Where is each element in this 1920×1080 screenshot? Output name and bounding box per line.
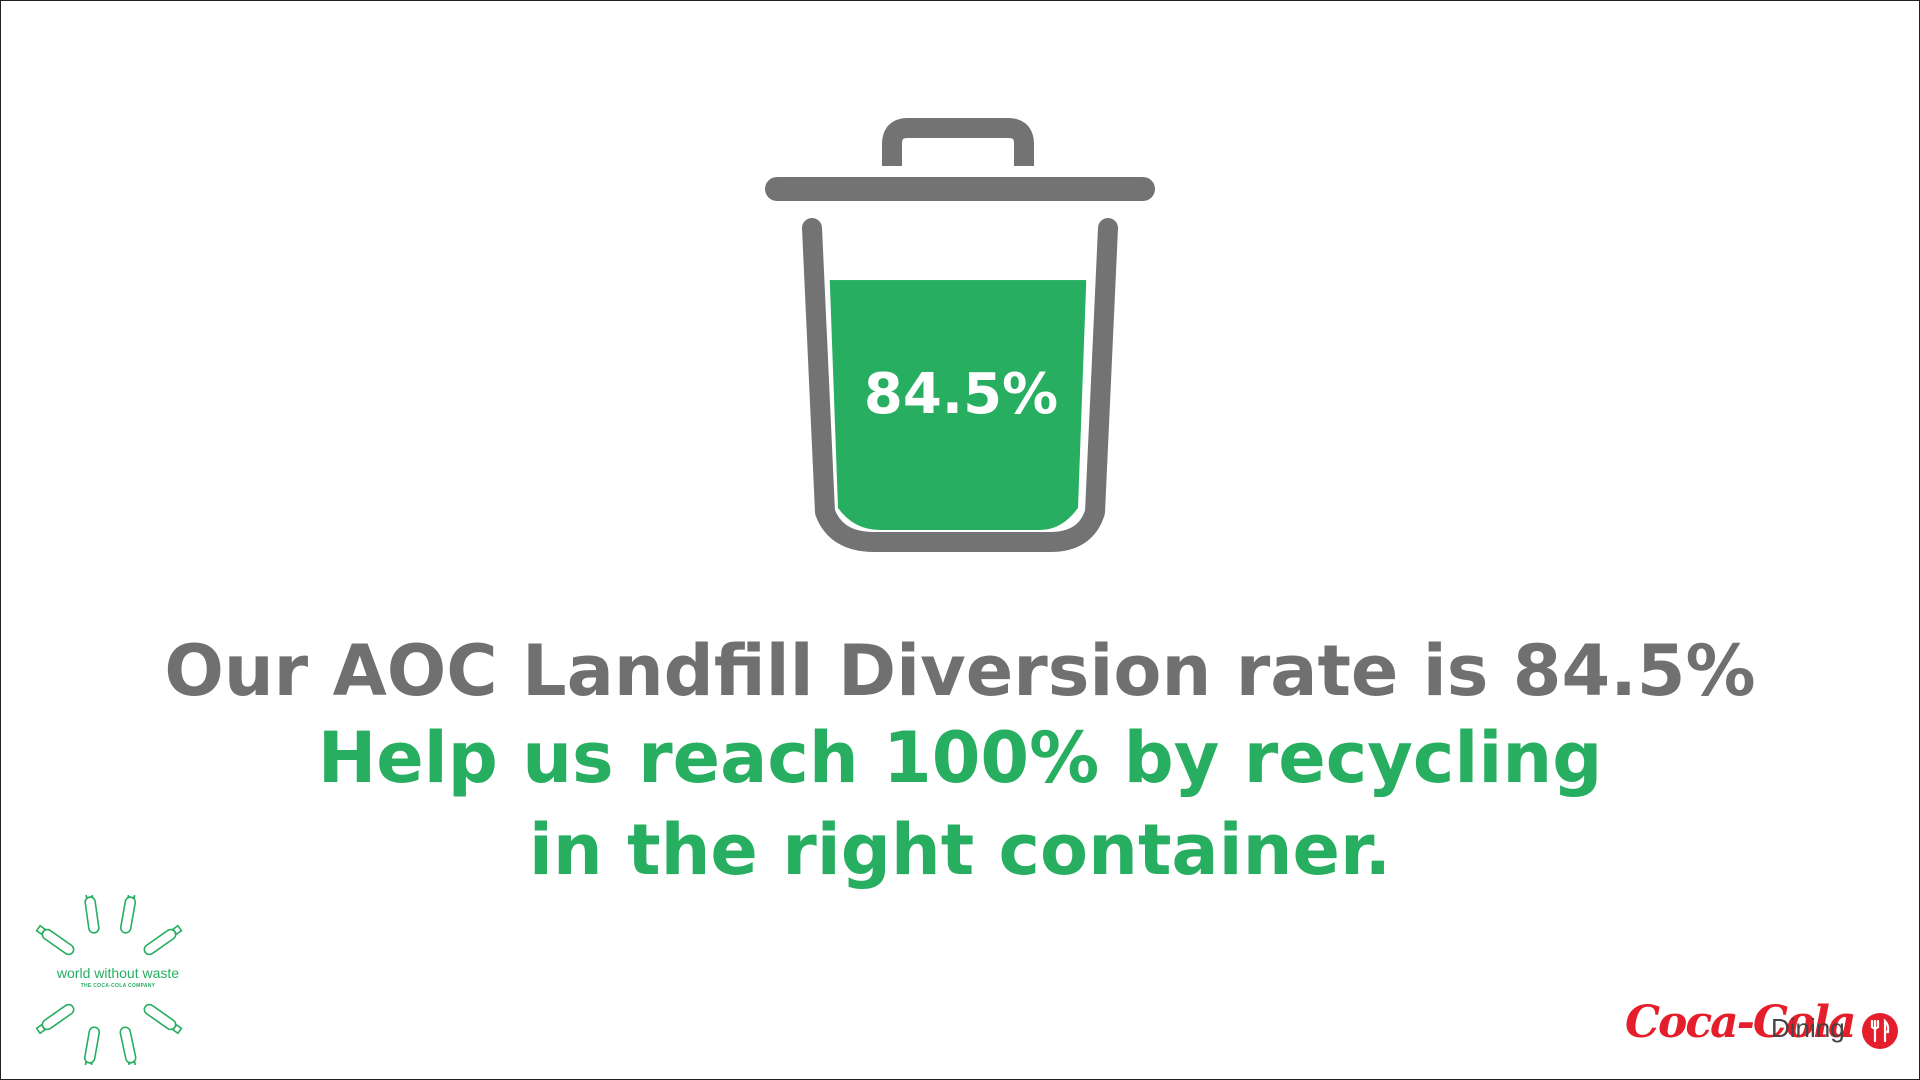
coca-cola-dining-logo: Coca-Cola Dining [1625,993,1900,1053]
fork-knife-icon [1862,1013,1898,1049]
bin-percent-label: 84.5% [864,362,1058,427]
bin-body [802,218,1118,552]
bin-fill-level [828,280,1088,530]
call-to-action-line2: in the right container. [528,809,1392,891]
world-without-waste-subtitle: THE COCA-COLA COMPANY [80,983,156,989]
trash-bin-icon: 84.5% [765,118,1155,552]
world-without-waste-title: world without waste [56,965,180,981]
call-to-action-line1: Help us reach 100% by recycling [317,717,1603,799]
bottle-burst-icon [35,895,183,1065]
bin-handle [882,118,1034,166]
dining-label: Dining [1771,1013,1845,1043]
coca-cola-wordmark: Coca-Cola [1625,997,1857,1048]
diversion-rate-headline: Our AOC Landfill Diversion rate is 84.5% [164,630,1756,712]
